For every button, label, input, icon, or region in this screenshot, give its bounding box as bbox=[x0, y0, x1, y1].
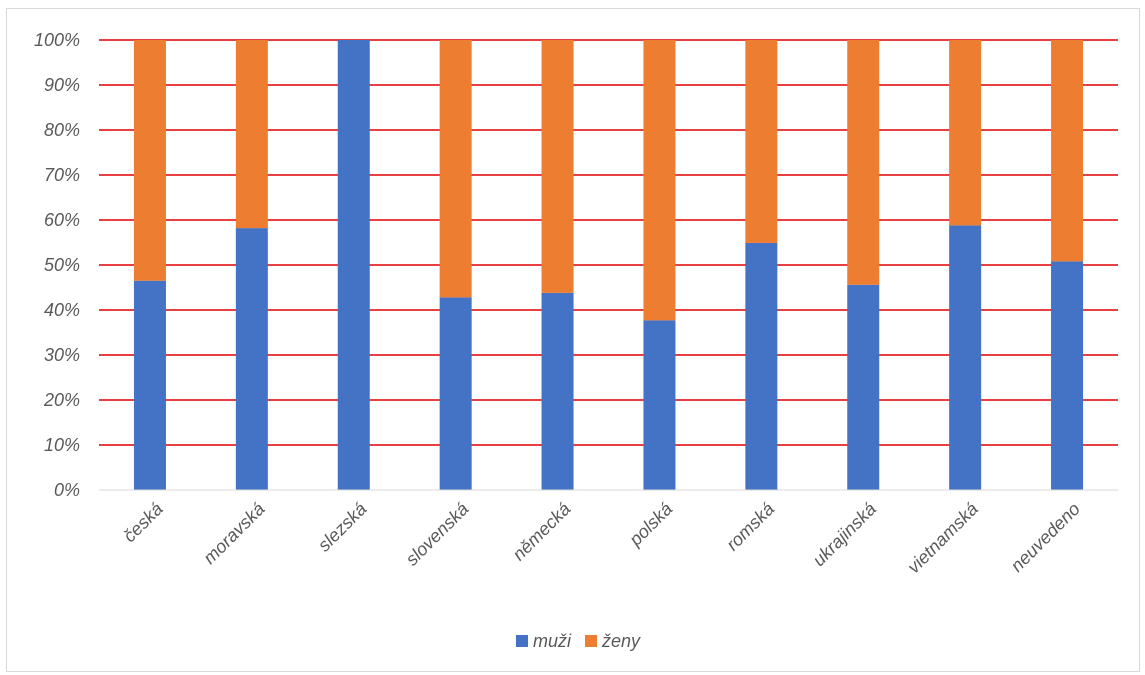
x-tick-label: slovenská bbox=[402, 499, 473, 570]
y-tick-label: 0% bbox=[54, 480, 80, 500]
bar-segment bbox=[133, 280, 166, 490]
x-tick-label: romská bbox=[722, 499, 778, 555]
legend: muži ženy bbox=[516, 631, 641, 651]
bar-segment bbox=[643, 320, 676, 490]
gridlines bbox=[99, 39, 1118, 446]
y-tick-label: 80% bbox=[44, 120, 80, 140]
x-tick-label: česká bbox=[119, 499, 166, 546]
y-tick-label: 10% bbox=[44, 435, 80, 455]
bars bbox=[133, 40, 1084, 490]
legend-label: muži bbox=[533, 631, 572, 651]
bar-segment bbox=[949, 40, 982, 226]
bar-segment bbox=[337, 40, 370, 490]
x-tick-label: slezská bbox=[314, 499, 371, 556]
y-tick-label: 70% bbox=[44, 165, 80, 185]
y-tick-label: 50% bbox=[44, 255, 80, 275]
bar-segment bbox=[439, 297, 472, 490]
bar-segment bbox=[1051, 40, 1084, 262]
x-tick-label: moravská bbox=[199, 499, 268, 568]
x-tick-label: polská bbox=[625, 499, 677, 551]
x-tick-label: ukrajinská bbox=[809, 499, 880, 570]
bar-segment bbox=[541, 292, 574, 490]
y-tick-label: 60% bbox=[44, 210, 80, 230]
bar-segment bbox=[847, 284, 880, 490]
y-tick-label: 90% bbox=[44, 75, 80, 95]
y-tick-label: 20% bbox=[43, 390, 80, 410]
bar-segment bbox=[949, 225, 982, 490]
bar-segment bbox=[745, 40, 778, 243]
bar-segment bbox=[541, 40, 574, 293]
bar-segment bbox=[235, 40, 268, 229]
y-tick-label: 40% bbox=[44, 300, 80, 320]
bar-segment bbox=[235, 228, 268, 490]
legend-swatch bbox=[516, 635, 528, 647]
bar-segment bbox=[439, 40, 472, 298]
bar-segment bbox=[847, 40, 880, 285]
y-tick-label: 100% bbox=[34, 30, 80, 50]
bar-segment bbox=[133, 40, 166, 281]
x-tick-label: německá bbox=[509, 499, 575, 565]
x-tick-label: neuvedeno bbox=[1007, 499, 1084, 576]
bar-segment bbox=[1051, 261, 1084, 490]
legend-swatch bbox=[585, 635, 598, 647]
bar-segment bbox=[643, 40, 676, 321]
y-tick-label: 30% bbox=[44, 345, 80, 365]
x-axis-ticks: česká moravská slezská slovenská německá pols… bbox=[119, 499, 1083, 578]
bar-segment bbox=[745, 242, 778, 490]
x-tick-label: vietnamská bbox=[903, 499, 982, 578]
y-axis-ticks: 0% 10% 20% 30% 40% 50% 60% 70% 80% 90% 100% bbox=[34, 30, 80, 500]
legend-label: ženy bbox=[601, 631, 641, 651]
